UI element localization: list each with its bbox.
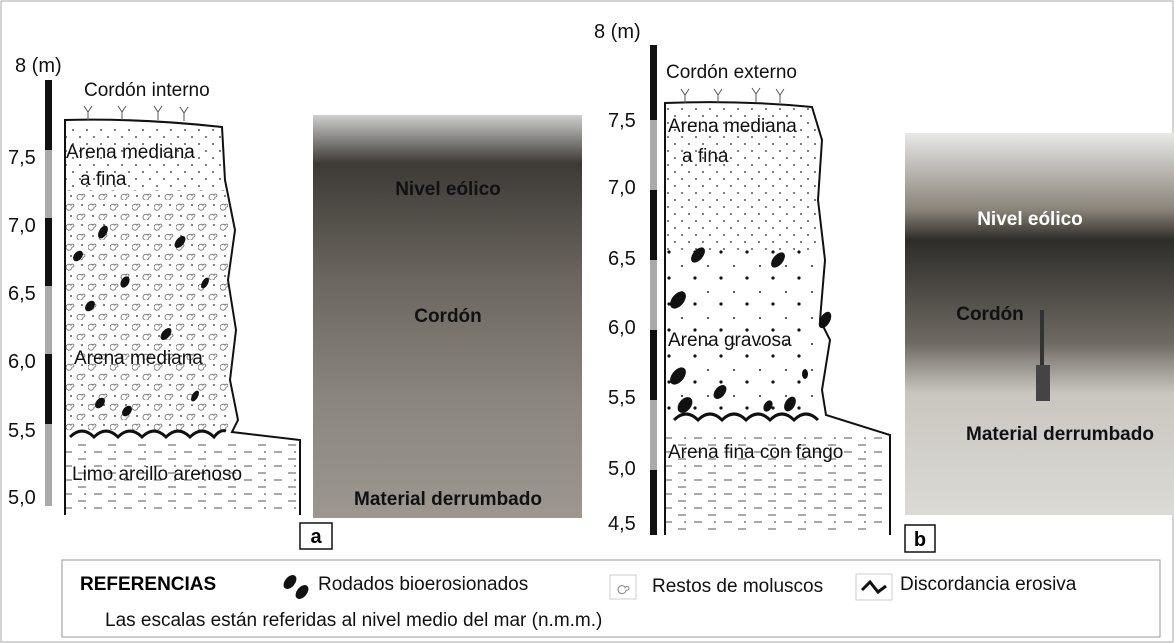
legend-note: Las escalas están referidas al nivel med…	[105, 610, 602, 631]
scale-unit: 8 (m)	[15, 55, 62, 77]
scale-tick: 5,5	[8, 420, 36, 442]
column-title: Cordón interno	[84, 80, 210, 101]
layer-label: a fina	[80, 169, 127, 190]
scale-unit: 8 (m)	[594, 21, 641, 43]
scale-tick: 4,5	[608, 513, 636, 535]
layer-label: Arena mediana	[668, 116, 797, 137]
scale-tick: 6,5	[608, 248, 636, 270]
scale-tick: 7,5	[608, 110, 636, 132]
photo-label: Material derrumbado	[354, 489, 542, 510]
photo	[905, 133, 1174, 515]
figure: 8 (m) 7,5 7,0 6,5 6,0 5,5 5,0 Cordón int…	[0, 0, 1174, 643]
scale-tick: 6,0	[608, 317, 636, 339]
photo-label: Nivel eólico	[977, 209, 1083, 230]
layer-label: Arena mediana	[66, 142, 195, 163]
panel-label: a	[310, 526, 322, 548]
photo-label: Cordón	[414, 306, 482, 327]
legend: REFERENCIAS Rodados bioerosionados Resto…	[62, 560, 1160, 637]
scale-tick: 6,5	[8, 283, 36, 305]
photo-label: Material derrumbado	[966, 424, 1154, 445]
panel-label: b	[914, 529, 926, 551]
scale-tick: 7,0	[608, 177, 636, 199]
photo-label: Cordón	[956, 304, 1024, 325]
scale-tick: 5,5	[608, 387, 636, 409]
scale-tick: 7,0	[8, 215, 36, 237]
scale-tick: 5,0	[8, 487, 36, 509]
scale-tick: 7,5	[8, 147, 36, 169]
legend-title: REFERENCIAS	[80, 574, 216, 595]
legend-item: Rodados bioerosionados	[318, 574, 528, 595]
column-title: Cordón externo	[666, 62, 797, 83]
photo-label: Nivel eólico	[395, 179, 501, 200]
scale-tick: 5,0	[608, 458, 636, 480]
layer-label: Arena mediana	[74, 348, 203, 369]
layer-label: a fina	[682, 146, 729, 167]
legend-item: Discordancia erosiva	[900, 574, 1077, 595]
layer-label: Arena fina con fango	[668, 442, 843, 463]
scale-tick: 6,0	[8, 351, 36, 373]
legend-item: Restos de moluscos	[652, 576, 823, 597]
layer-label: Limo arcillo arenoso	[72, 464, 242, 485]
layer-label: Arena gravosa	[668, 330, 792, 351]
